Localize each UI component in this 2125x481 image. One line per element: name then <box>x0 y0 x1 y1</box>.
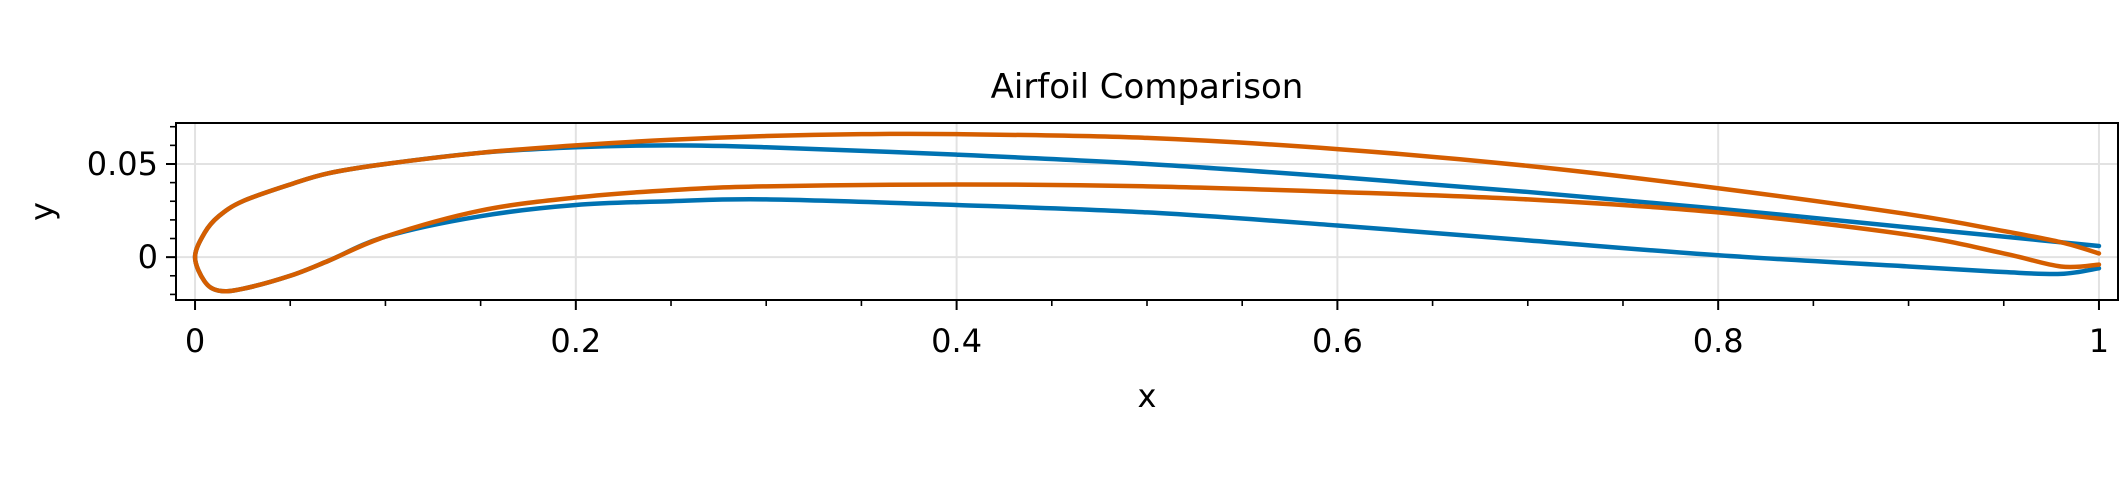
x-tick-label: 0.4 <box>931 322 982 360</box>
x-tick-label: 1 <box>2089 322 2109 360</box>
x-tick-label: 0 <box>185 322 205 360</box>
series-layer <box>192 131 2102 294</box>
series-line-2 <box>192 131 2102 294</box>
chart-title: Airfoil Comparison <box>991 67 1304 107</box>
x-tick-label: 0.6 <box>1312 322 1363 360</box>
y-axis-label: y <box>23 202 61 221</box>
x-axis-label: x <box>1138 377 1157 415</box>
y-tick-label: 0.05 <box>87 145 158 183</box>
x-tick-label: 0.8 <box>1693 322 1744 360</box>
ticks: 0 0.2 0.4 0.6 0.8 1 0 0.05 <box>87 125 2109 360</box>
y-tick-label: 0 <box>138 238 158 276</box>
x-tick-label: 0.2 <box>550 322 601 360</box>
